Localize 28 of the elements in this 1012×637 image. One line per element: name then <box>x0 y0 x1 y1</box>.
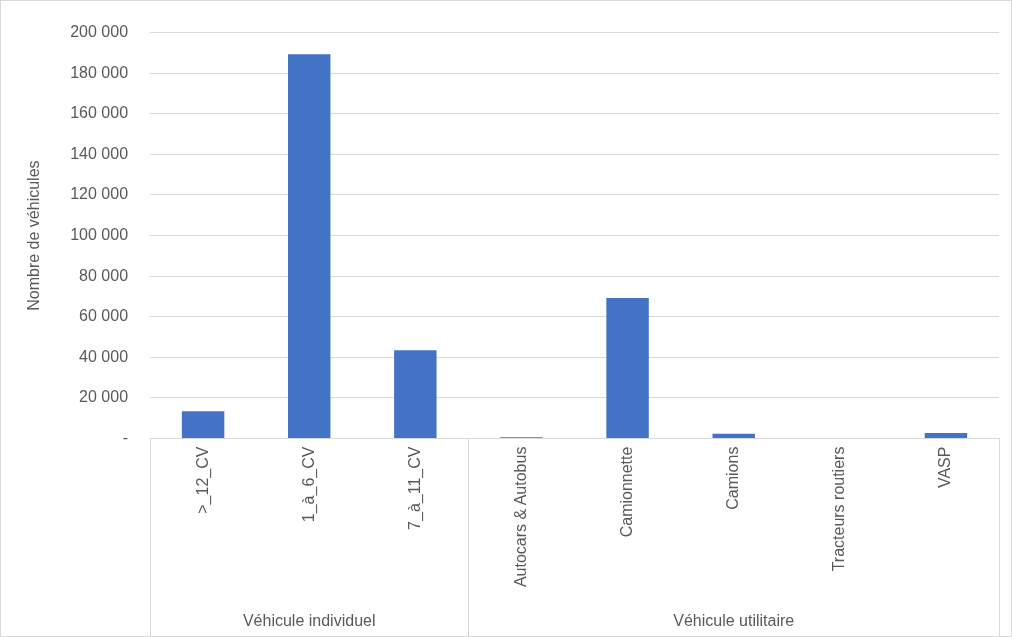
y-tick-label: 100 000 <box>70 226 129 243</box>
y-tick-label: 200 000 <box>70 23 129 41</box>
bar <box>924 433 968 439</box>
bar <box>712 433 755 439</box>
text: Véhicule utilitaire <box>673 612 795 630</box>
y-tick-label: 160 000 <box>70 104 129 122</box>
y-tick-label: 180 000 <box>70 63 129 81</box>
y-tick-label: 40 000 <box>79 347 129 365</box>
y-tick-label: 20 000 <box>79 388 129 406</box>
y-tick-label: 60 000 <box>79 307 129 325</box>
y-tick-label: 120 000 <box>70 185 129 203</box>
x-tick-label: Autocars & Autobus <box>511 446 529 588</box>
x-tick-label: 7_à_11_CV <box>405 446 424 530</box>
y-axis-title: Nombre de véhicules <box>25 160 43 311</box>
x-tick-label: VASP <box>936 446 954 489</box>
y-tick-label: 80 000 <box>79 266 129 284</box>
text: Véhicule individuel <box>242 612 376 630</box>
bar <box>606 298 649 439</box>
x-tick-label: >_12_CV <box>193 446 212 514</box>
bar <box>394 350 437 439</box>
x-tick-label: Camionnette <box>617 446 635 538</box>
bar <box>287 54 331 439</box>
x-tick-label: Camions <box>724 446 742 510</box>
x-tick-label: 1_à_6_CV <box>299 446 318 523</box>
y-tick-label: 140 000 <box>70 144 129 162</box>
y-tick-label: - <box>122 428 129 446</box>
bar <box>181 411 225 439</box>
x-tick-label: Tracteurs routiers <box>830 446 848 572</box>
